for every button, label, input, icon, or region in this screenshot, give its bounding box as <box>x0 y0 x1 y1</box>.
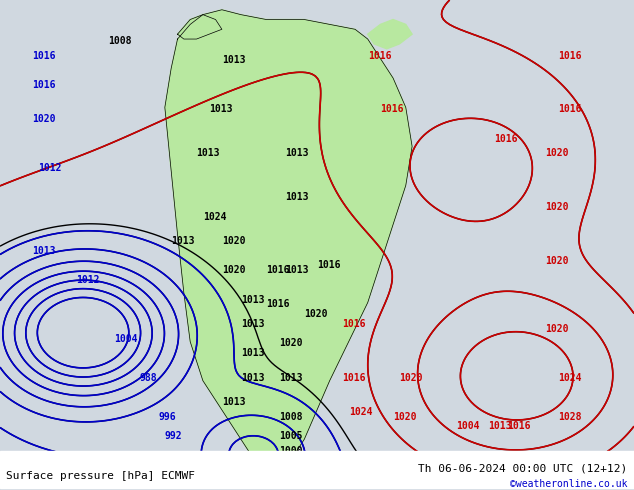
Text: Surface pressure [hPa] ECMWF: Surface pressure [hPa] ECMWF <box>6 471 195 481</box>
Text: 1024: 1024 <box>558 373 581 383</box>
Text: 1024: 1024 <box>203 212 226 221</box>
Text: 1016: 1016 <box>266 265 290 275</box>
Bar <box>0 451 634 488</box>
Text: 1016: 1016 <box>342 373 366 383</box>
Text: 1020: 1020 <box>545 202 569 212</box>
Text: 1020: 1020 <box>279 339 302 348</box>
Text: 1020: 1020 <box>222 236 245 246</box>
Text: 1013: 1013 <box>241 319 264 329</box>
Text: 1013: 1013 <box>222 397 245 407</box>
Text: 1004: 1004 <box>114 334 138 343</box>
Text: 1012: 1012 <box>38 163 61 173</box>
Text: 1016: 1016 <box>380 104 404 114</box>
Text: 1013: 1013 <box>285 148 309 158</box>
Text: 1013: 1013 <box>285 192 309 202</box>
Text: 1016: 1016 <box>495 134 518 144</box>
Text: 996: 996 <box>158 412 176 422</box>
Text: 1016: 1016 <box>342 319 366 329</box>
Text: 1020: 1020 <box>32 114 55 124</box>
Text: 1013: 1013 <box>32 246 55 256</box>
Text: 1013: 1013 <box>241 373 264 383</box>
Text: 1020: 1020 <box>393 412 417 422</box>
Text: 1013: 1013 <box>241 348 264 358</box>
Polygon shape <box>178 15 222 39</box>
Text: 1008: 1008 <box>108 36 131 46</box>
Polygon shape <box>368 20 412 49</box>
Text: 1013: 1013 <box>209 104 233 114</box>
Text: 1013: 1013 <box>285 265 309 275</box>
Text: 1012: 1012 <box>76 275 100 285</box>
Text: 1016: 1016 <box>317 260 340 270</box>
Text: 1020: 1020 <box>304 309 328 319</box>
Text: 1008: 1008 <box>279 412 302 422</box>
Text: 1000: 1000 <box>279 446 302 456</box>
Text: 1016: 1016 <box>32 50 55 61</box>
Text: 1005: 1005 <box>279 431 302 441</box>
Text: 1016: 1016 <box>266 299 290 310</box>
Text: 1012: 1012 <box>254 456 277 466</box>
Text: ©weatheronline.co.uk: ©weatheronline.co.uk <box>510 479 628 489</box>
Text: 1020: 1020 <box>545 255 569 266</box>
Text: 1020: 1020 <box>545 324 569 334</box>
Text: 1013: 1013 <box>241 294 264 305</box>
Text: 1020: 1020 <box>222 265 245 275</box>
Text: 1013: 1013 <box>171 236 195 246</box>
Text: 1013: 1013 <box>222 55 245 66</box>
Text: 1028: 1028 <box>558 412 581 422</box>
Text: Th 06-06-2024 00:00 UTC (12+12): Th 06-06-2024 00:00 UTC (12+12) <box>418 464 628 473</box>
Text: 1016: 1016 <box>368 50 391 61</box>
Text: 1016: 1016 <box>32 80 55 90</box>
Text: 1020: 1020 <box>545 148 569 158</box>
Text: 1024: 1024 <box>349 407 372 417</box>
Text: 988: 988 <box>139 373 157 383</box>
Text: 1016: 1016 <box>558 104 581 114</box>
Polygon shape <box>165 10 412 468</box>
Text: 1004: 1004 <box>456 421 480 432</box>
Text: 1013: 1013 <box>279 373 302 383</box>
Text: 1020: 1020 <box>399 373 423 383</box>
Text: 992: 992 <box>165 431 183 441</box>
Text: 1013: 1013 <box>197 148 220 158</box>
Text: 1013: 1013 <box>488 421 512 432</box>
Text: 1016: 1016 <box>558 50 581 61</box>
Text: 1016: 1016 <box>507 421 531 432</box>
